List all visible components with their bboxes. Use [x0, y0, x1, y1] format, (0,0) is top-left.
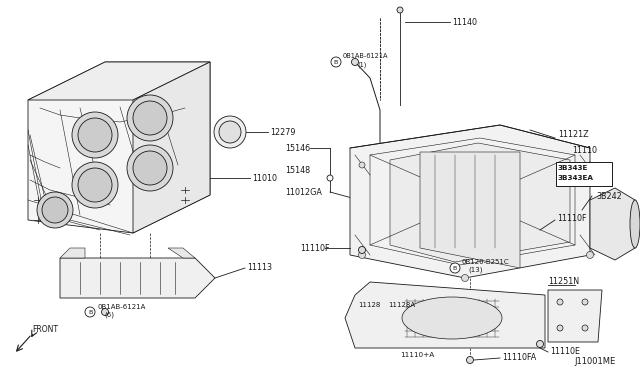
- Circle shape: [37, 192, 73, 228]
- Text: J11001ME: J11001ME: [574, 357, 615, 366]
- Polygon shape: [345, 282, 545, 348]
- Text: 11110+A: 11110+A: [400, 352, 435, 358]
- Circle shape: [102, 308, 109, 315]
- Circle shape: [587, 162, 593, 168]
- Circle shape: [461, 275, 468, 282]
- Text: 11110F: 11110F: [300, 244, 330, 253]
- Text: B: B: [334, 60, 338, 64]
- Ellipse shape: [90, 272, 120, 284]
- Text: 11110E: 11110E: [550, 347, 580, 356]
- Text: B: B: [88, 310, 92, 314]
- Circle shape: [536, 340, 543, 347]
- Bar: [556, 162, 612, 186]
- Text: 3B343EA: 3B343EA: [558, 175, 594, 181]
- Circle shape: [582, 299, 588, 305]
- Circle shape: [450, 263, 460, 273]
- Circle shape: [72, 162, 118, 208]
- Circle shape: [219, 121, 241, 143]
- Text: 11110: 11110: [572, 145, 597, 154]
- Text: 15146: 15146: [285, 144, 310, 153]
- Text: 11128A: 11128A: [388, 302, 415, 308]
- Circle shape: [632, 221, 638, 227]
- Circle shape: [397, 7, 403, 13]
- Text: 11128: 11128: [358, 302, 380, 308]
- Text: 0B120-B251C: 0B120-B251C: [462, 259, 509, 265]
- Text: 11110F: 11110F: [557, 214, 586, 222]
- Polygon shape: [60, 248, 85, 258]
- Text: 12279: 12279: [270, 128, 296, 137]
- Text: B: B: [453, 266, 457, 270]
- Circle shape: [359, 162, 365, 168]
- Text: 0B1AB-6121A: 0B1AB-6121A: [343, 53, 388, 59]
- Polygon shape: [28, 62, 210, 233]
- Polygon shape: [420, 152, 520, 268]
- Ellipse shape: [160, 273, 180, 283]
- Text: (6): (6): [104, 312, 114, 318]
- Polygon shape: [28, 62, 210, 100]
- Circle shape: [557, 325, 563, 331]
- Text: 11251N: 11251N: [548, 278, 579, 286]
- Text: 15148: 15148: [285, 166, 310, 174]
- Circle shape: [358, 247, 365, 253]
- Circle shape: [42, 197, 68, 223]
- Circle shape: [351, 58, 358, 65]
- Text: 11110FA: 11110FA: [502, 353, 536, 362]
- Circle shape: [133, 151, 167, 185]
- Text: 11010: 11010: [252, 173, 277, 183]
- Text: FRONT: FRONT: [32, 326, 58, 334]
- Text: 3B343E: 3B343E: [558, 165, 588, 171]
- Circle shape: [85, 307, 95, 317]
- Text: (13): (13): [468, 267, 483, 273]
- Ellipse shape: [630, 200, 640, 248]
- Circle shape: [214, 116, 246, 148]
- Circle shape: [467, 356, 474, 363]
- Polygon shape: [133, 62, 210, 233]
- Polygon shape: [168, 248, 195, 258]
- Text: 11140: 11140: [452, 17, 477, 26]
- Circle shape: [331, 57, 341, 67]
- Circle shape: [582, 325, 588, 331]
- Text: 11113: 11113: [247, 263, 272, 273]
- Polygon shape: [60, 258, 215, 298]
- Circle shape: [78, 168, 112, 202]
- Polygon shape: [548, 290, 602, 342]
- Text: 3B242: 3B242: [596, 192, 621, 201]
- Circle shape: [133, 101, 167, 135]
- Circle shape: [327, 175, 333, 181]
- Text: (1): (1): [357, 62, 366, 68]
- Circle shape: [78, 118, 112, 152]
- Text: 0B1AB-6121A: 0B1AB-6121A: [97, 304, 145, 310]
- Circle shape: [358, 251, 365, 259]
- Circle shape: [586, 251, 593, 259]
- Polygon shape: [590, 188, 635, 260]
- Ellipse shape: [125, 272, 155, 284]
- Polygon shape: [350, 125, 590, 278]
- Circle shape: [127, 95, 173, 141]
- Text: 11121Z: 11121Z: [558, 129, 589, 138]
- Circle shape: [557, 299, 563, 305]
- Polygon shape: [390, 143, 570, 262]
- Circle shape: [72, 112, 118, 158]
- Ellipse shape: [402, 297, 502, 339]
- Circle shape: [127, 145, 173, 191]
- Text: 11012GA: 11012GA: [285, 187, 322, 196]
